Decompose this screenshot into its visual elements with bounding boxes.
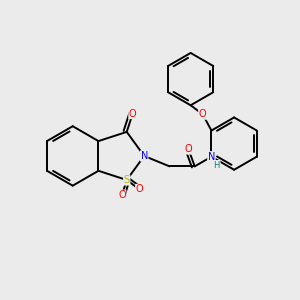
Text: H: H [214,160,220,169]
Text: O: O [199,109,206,119]
Text: O: O [184,144,192,154]
Text: O: O [118,190,126,200]
Text: O: O [129,109,136,118]
Text: N: N [140,151,148,161]
Text: O: O [136,184,143,194]
Text: N: N [208,152,215,162]
Text: S: S [124,175,130,185]
